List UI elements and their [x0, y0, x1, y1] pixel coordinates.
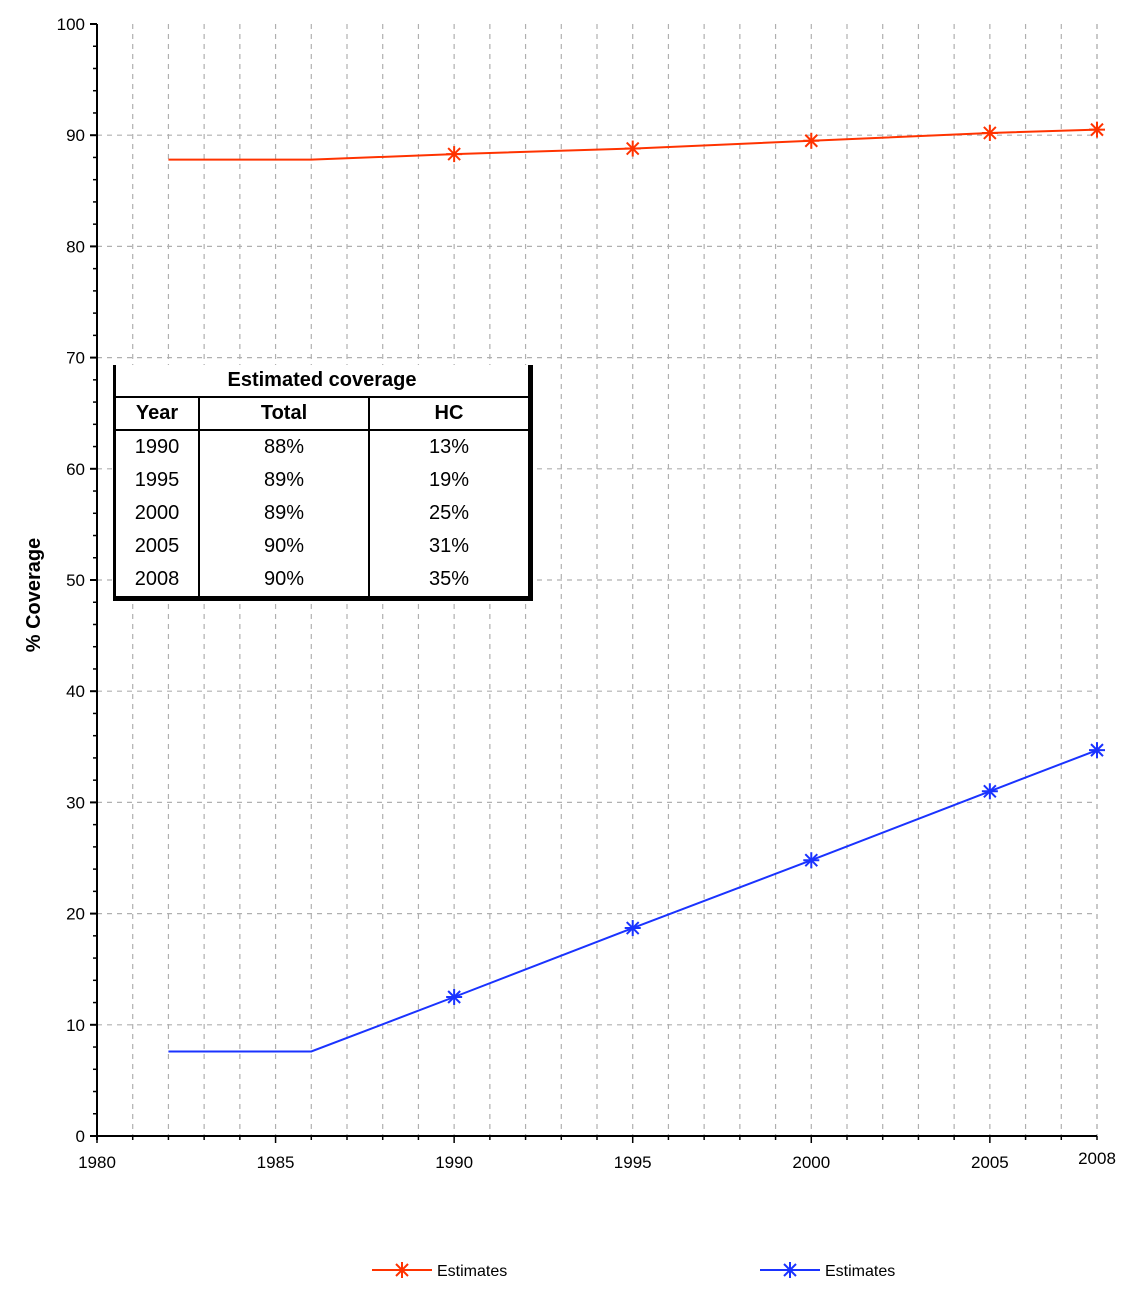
table-cell: 1990	[116, 430, 200, 464]
data-point	[624, 920, 641, 937]
x-tick-label: 1995	[614, 1153, 652, 1172]
table-cell: 31%	[428, 535, 470, 557]
x-tick-label: 2008	[1078, 1149, 1116, 1168]
data-point	[1089, 121, 1105, 138]
inset-header-year: Year	[116, 396, 200, 431]
table-cell: 35%	[428, 568, 470, 590]
table-row: 1990 88% 13%	[116, 430, 528, 464]
x-tick-label: 1985	[257, 1153, 295, 1172]
series	[168, 121, 1105, 1053]
x-tick-label: 2005	[971, 1153, 1009, 1172]
y-tick-label: 50	[66, 571, 85, 590]
inset-table-caption: Estimated coverage	[227, 369, 417, 391]
table-cell: 19%	[428, 469, 470, 491]
y-tick-label: 90	[66, 126, 85, 145]
y-tick-label: 30	[66, 793, 85, 812]
y-tick-label: 60	[66, 460, 85, 479]
y-axis-label: % Coverage	[23, 538, 45, 653]
table-cell: 25%	[428, 502, 470, 524]
x-tick-label: 1990	[435, 1153, 473, 1172]
data-point	[446, 146, 463, 163]
data-point	[981, 124, 998, 141]
x-tick-label: 2000	[792, 1153, 830, 1172]
data-point	[803, 132, 820, 149]
table-cell: 13%	[428, 436, 470, 458]
data-point	[624, 140, 641, 157]
legend-marker	[782, 1262, 798, 1278]
inset-table: Estimated coverage Year Total HC 1990 88…	[113, 365, 533, 601]
table-cell: 2005	[116, 530, 200, 563]
data-point	[981, 783, 998, 800]
y-tick-label: 100	[57, 15, 85, 34]
grid	[97, 24, 1098, 1136]
data-point	[1089, 742, 1105, 759]
table-cell: 2000	[116, 497, 200, 530]
table-cell: 1995	[116, 464, 200, 497]
table-cell: 90%	[199, 530, 370, 563]
y-tick-label: 10	[66, 1016, 85, 1035]
legend-label: Estimates	[825, 1263, 895, 1280]
legend-label: Estimates	[437, 1263, 507, 1280]
y-tick-label: 20	[66, 905, 85, 924]
legend-entry: Estimates	[760, 1262, 895, 1280]
data-point	[446, 989, 463, 1005]
y-tick-label: 0	[76, 1127, 85, 1146]
inset-header-hc: HC	[369, 396, 528, 431]
table-cell: 88%	[199, 430, 370, 464]
legend-entry: Estimates	[372, 1262, 507, 1280]
table-row: 1995 89% 19%	[116, 464, 528, 497]
data-point	[803, 852, 820, 869]
y-tick-label: 80	[66, 237, 85, 256]
inset-header-total: Total	[199, 396, 370, 431]
table-cell: 90%	[199, 563, 370, 596]
table-cell: 2008	[116, 563, 200, 596]
table-cell: 89%	[199, 464, 370, 497]
table-row: 2000 89% 25%	[116, 497, 528, 530]
y-tick-label: 40	[66, 682, 85, 701]
legend: Estimates Estimates	[372, 1262, 895, 1280]
table-row: 2008 90% 35%	[116, 563, 528, 596]
table-cell: 89%	[199, 497, 370, 530]
x-tick-label: 1980	[78, 1153, 116, 1172]
legend-marker	[394, 1262, 410, 1278]
y-tick-label: 70	[66, 349, 85, 368]
table-row: 2005 90% 31%	[116, 530, 528, 563]
